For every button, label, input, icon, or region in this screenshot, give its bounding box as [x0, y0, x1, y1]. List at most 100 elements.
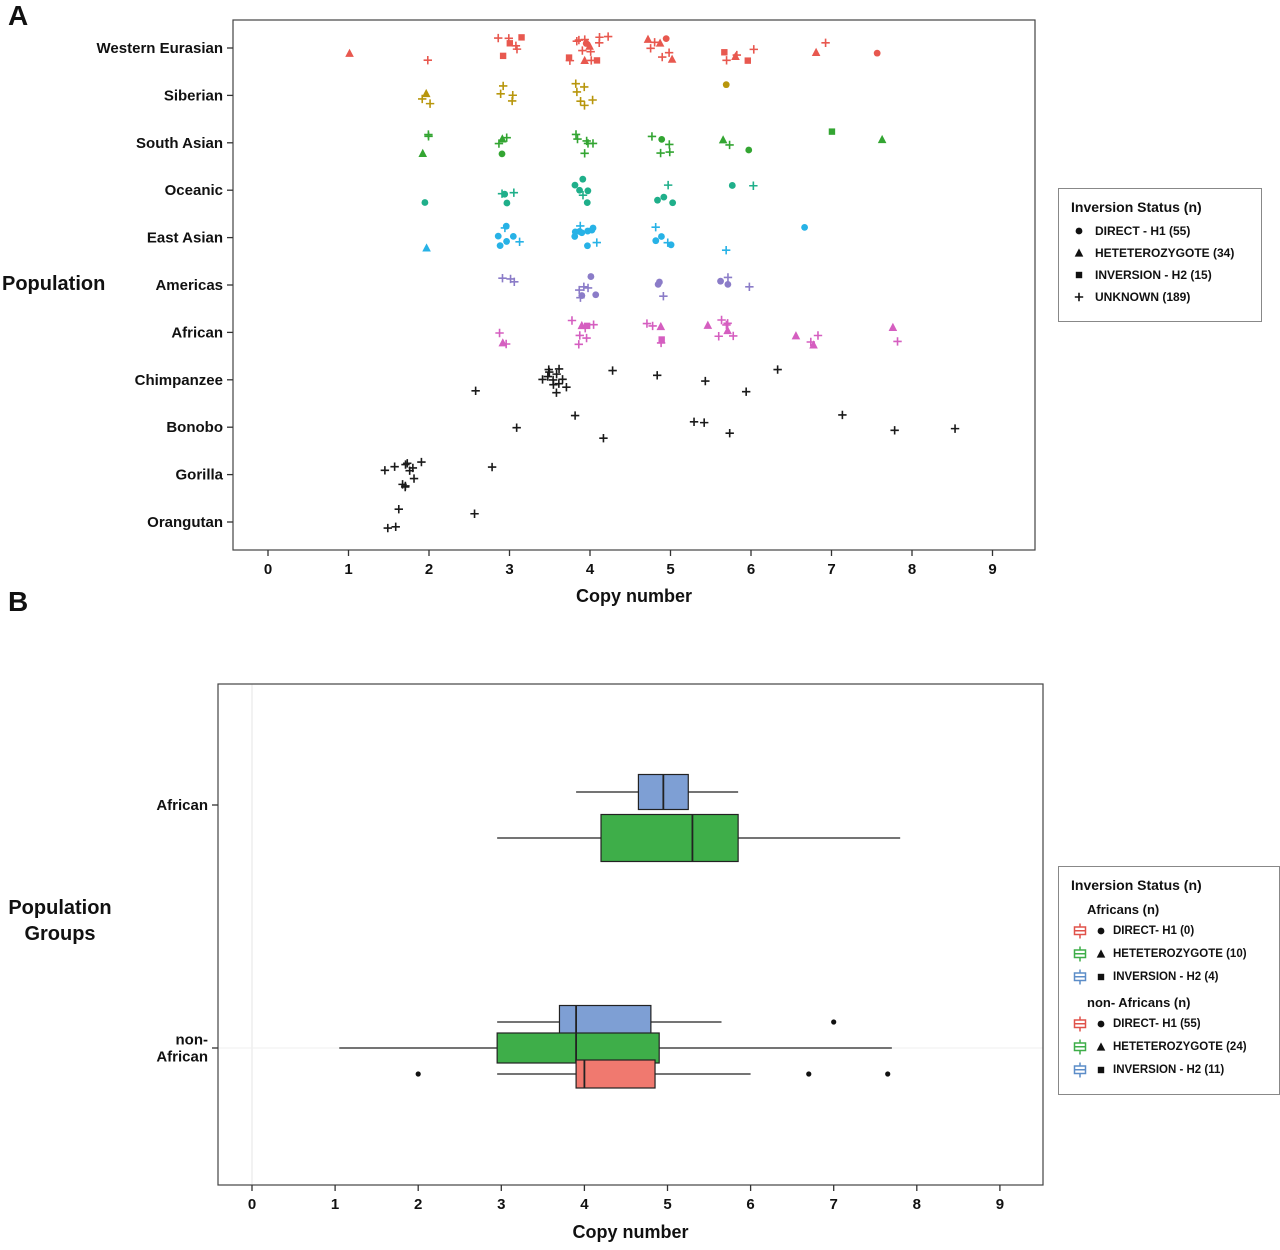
panel-a-category-label: East Asian — [147, 230, 223, 247]
point-square — [583, 322, 591, 330]
point-circle — [502, 222, 510, 230]
point-circle — [1097, 1020, 1105, 1028]
point-plus — [545, 367, 554, 377]
point-circle — [578, 229, 586, 237]
point-plus — [417, 457, 426, 467]
point-circle — [509, 232, 517, 240]
legend-b-subtitle: Africans (n) — [1087, 902, 1160, 917]
boxplot-icon — [1073, 1039, 1087, 1055]
panel-a-x-tick-label: 1 — [344, 561, 352, 578]
point-triangle — [791, 331, 801, 340]
point-circle — [1097, 927, 1105, 935]
point-circle — [583, 199, 591, 207]
point-plus — [821, 38, 830, 48]
point-square — [1097, 973, 1105, 981]
legend-b-subtitle: non- Africans (n) — [1087, 995, 1191, 1010]
point-square — [658, 336, 665, 343]
point-plus — [498, 274, 507, 283]
point-plus — [574, 340, 583, 349]
point-plus — [665, 140, 674, 149]
point-plus — [549, 380, 558, 389]
point-circle — [724, 281, 732, 288]
point-circle — [503, 199, 511, 207]
point-plus — [749, 45, 758, 54]
outlier-point — [415, 1071, 421, 1077]
point-plus — [418, 94, 427, 104]
point-plus — [567, 316, 577, 325]
legend-a-item: UNKNOWN (189) — [1071, 289, 1249, 305]
point-circle — [745, 146, 753, 154]
point-plus — [592, 238, 601, 247]
panel-a-x-tick-label: 9 — [988, 561, 996, 578]
point-circle — [498, 150, 506, 158]
point-plus — [658, 52, 667, 62]
panel-a-label: A — [8, 0, 29, 31]
point-circle — [592, 291, 600, 299]
panel-a-x-tick-label: 0 — [264, 561, 272, 578]
point-circle — [873, 49, 881, 57]
point-square — [506, 40, 514, 47]
outlier-point — [806, 1071, 812, 1077]
point-plus — [494, 139, 504, 148]
point-circle — [656, 278, 663, 286]
legend-a-title: Inversion Status (n) — [1071, 199, 1202, 215]
point-circle — [494, 232, 502, 240]
point-plus — [741, 387, 751, 396]
boxplot-icon — [1073, 969, 1087, 985]
point-square — [499, 52, 507, 60]
point-plus — [576, 221, 585, 231]
point-circle — [660, 193, 668, 201]
point-triangle — [703, 320, 713, 329]
panel-b-x-tick-label: 1 — [331, 1196, 339, 1213]
point-plus — [813, 331, 823, 340]
point-plus — [599, 433, 608, 443]
point-circle — [717, 277, 724, 285]
point-circle — [654, 196, 661, 204]
point-plus — [558, 375, 567, 384]
point-plus — [509, 188, 519, 197]
point-plus — [554, 379, 564, 388]
point-circle — [662, 35, 670, 43]
point-circle — [722, 81, 730, 89]
point-circle — [667, 241, 675, 249]
square-icon — [1075, 271, 1083, 279]
point-plus — [578, 46, 587, 55]
boxplot-icon — [1073, 1062, 1087, 1078]
point-triangle — [667, 54, 677, 63]
point-plus — [890, 426, 899, 435]
point-plus — [409, 474, 419, 483]
boxplot-icon — [1073, 923, 1087, 939]
point-triangle — [1096, 949, 1106, 958]
point-circle — [584, 187, 592, 195]
point-plus — [646, 44, 655, 53]
point-circle — [421, 199, 429, 206]
legend-a-item: DIRECT - H1 (55) — [1071, 223, 1249, 239]
point-plus — [512, 423, 521, 432]
point-circle — [587, 273, 595, 280]
point-plus — [576, 293, 585, 302]
point-plus — [650, 38, 659, 47]
point-plus — [575, 285, 584, 295]
point-plus — [571, 79, 580, 88]
panel-b-category-label: African — [156, 797, 208, 814]
point-circle — [588, 226, 596, 234]
panel-b-x-tick-label: 2 — [414, 1196, 422, 1213]
point-plus — [721, 245, 731, 255]
square-icon — [1097, 1066, 1105, 1074]
point-triangle — [421, 88, 431, 98]
point-circle — [652, 237, 660, 245]
point-plus — [580, 82, 589, 92]
point-plus — [403, 459, 412, 468]
panel-a-x-tick-label: 8 — [908, 561, 916, 578]
point-plus — [495, 328, 504, 338]
circle-icon — [1097, 927, 1105, 935]
point-plus — [496, 89, 505, 99]
point-circle — [579, 175, 587, 183]
point-plus — [714, 332, 723, 341]
point-plus — [405, 466, 414, 475]
legend-a-items: DIRECT - H1 (55) HETETEROZYGOTE (34) INVER… — [1071, 223, 1249, 305]
outlier-point — [831, 1019, 837, 1025]
panel-a-x-tick-label: 5 — [666, 561, 674, 578]
